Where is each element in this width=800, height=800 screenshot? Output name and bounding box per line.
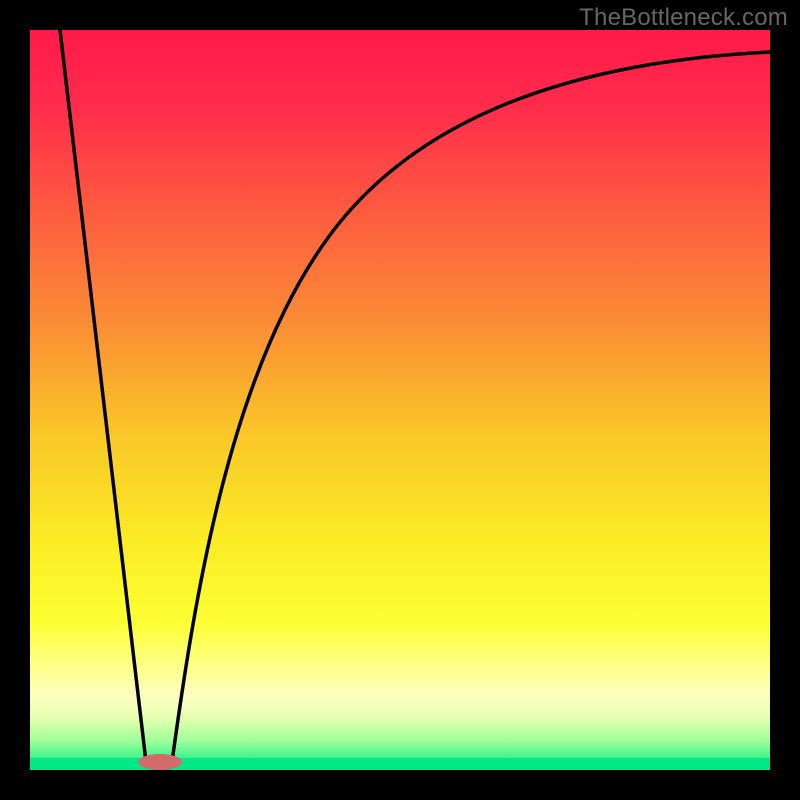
bottleneck-curve [0,0,800,800]
chart-frame: TheBottleneck.com [0,0,800,800]
watermark-text: TheBottleneck.com [579,4,788,32]
curve-right-arm [172,52,770,762]
dip-marker [138,754,182,770]
curve-left-arm [60,30,146,762]
